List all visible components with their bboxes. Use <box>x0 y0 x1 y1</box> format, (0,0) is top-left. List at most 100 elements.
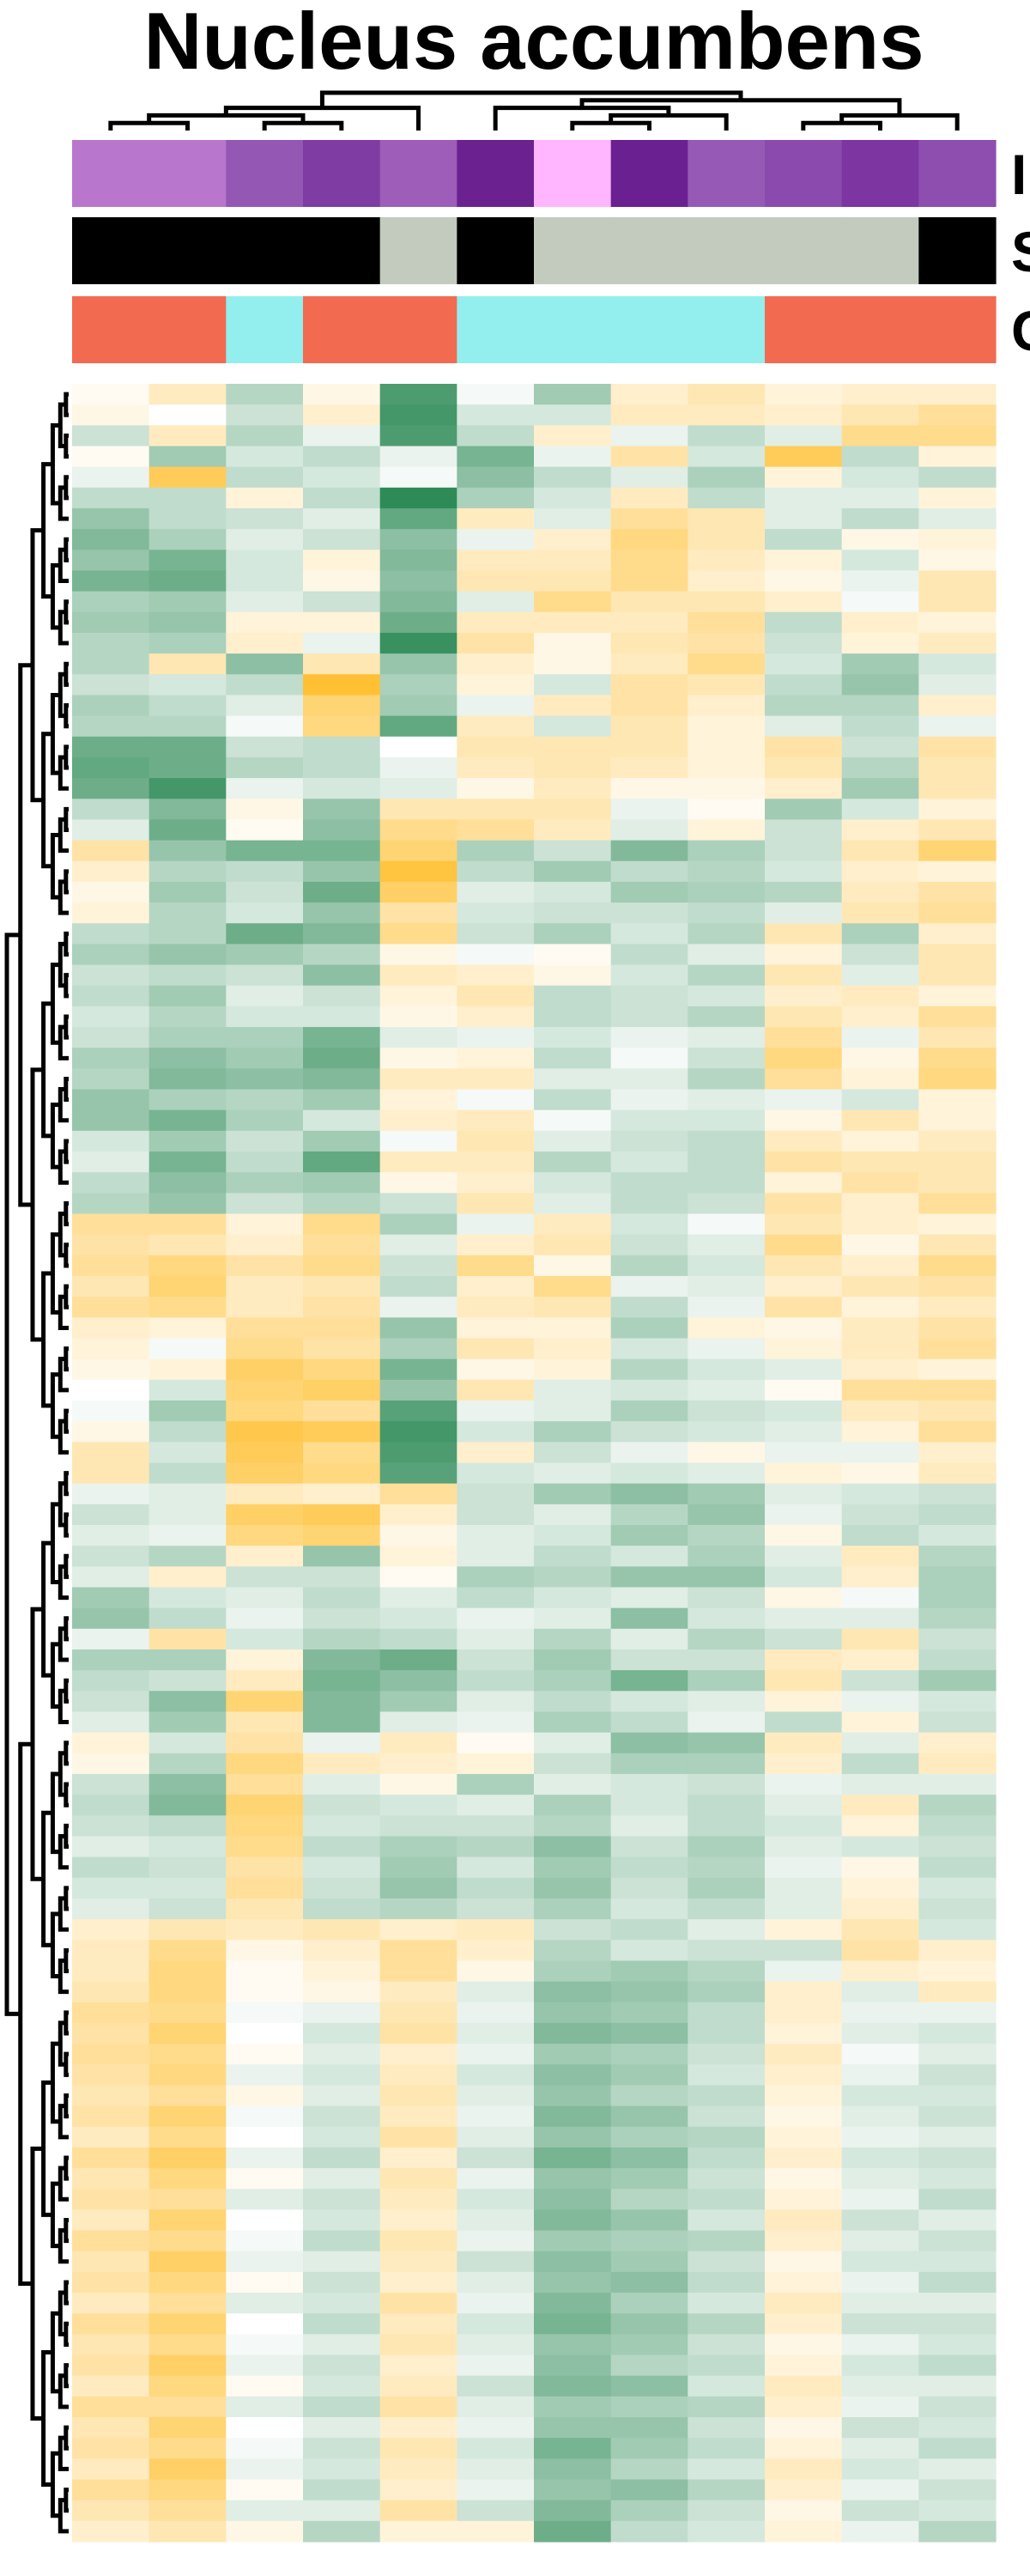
heatmap-cell <box>457 881 535 903</box>
row-dendrogram-link <box>64 931 69 957</box>
heatmap-cell <box>841 1711 919 1734</box>
heatmap-cell <box>610 1089 688 1111</box>
heatmap-cell <box>610 487 688 509</box>
heatmap-cell <box>303 2334 381 2356</box>
heatmap-cell <box>303 1524 381 1546</box>
heatmap-cell <box>226 1981 304 2003</box>
heatmap-cell <box>226 881 304 903</box>
heatmap-cell <box>379 1649 457 1671</box>
heatmap-cell <box>72 1940 150 1962</box>
heatmap-cell <box>534 570 612 592</box>
heatmap-cell <box>457 1442 535 1464</box>
heatmap-cell <box>610 1358 688 1381</box>
heatmap-cell <box>303 2500 381 2522</box>
heatmap-cell <box>610 1172 688 1194</box>
heatmap-cell <box>841 2520 919 2543</box>
heatmap-cell <box>379 570 457 592</box>
heatmap-cell <box>688 2085 766 2107</box>
heatmap-cell <box>688 2209 766 2232</box>
heatmap-cell <box>457 1276 535 1297</box>
heatmap-cell <box>72 1297 150 1318</box>
heatmap-cell <box>457 1836 535 1858</box>
heatmap-cell <box>841 902 919 924</box>
heatmap-cell <box>534 1795 612 1816</box>
heatmap-cell <box>765 1442 843 1464</box>
heatmap-cell <box>610 2520 688 2543</box>
heatmap-cell <box>534 1836 612 1858</box>
heatmap-cell <box>841 1358 919 1381</box>
row-dendrogram-link <box>41 1271 53 1408</box>
heatmap-cell <box>379 2002 457 2024</box>
heatmap-cell <box>765 384 843 405</box>
heatmap-cell <box>534 2189 612 2210</box>
heatmap-cell <box>918 985 997 1007</box>
heatmap-cell <box>148 1276 227 1297</box>
row-dendrogram-link <box>50 1771 61 1855</box>
heatmap-cell <box>841 1400 919 1422</box>
heatmap-cell <box>457 2417 535 2439</box>
heatmap-cell <box>765 756 843 779</box>
heatmap-cell <box>72 2209 150 2232</box>
heatmap-cell <box>148 736 227 758</box>
heatmap-cell <box>610 446 688 468</box>
heatmap-cell <box>841 487 919 509</box>
heatmap-cell <box>379 1587 457 1609</box>
heatmap-cell <box>610 695 688 717</box>
heatmap-cell <box>610 2354 688 2377</box>
heatmap-cell <box>841 944 919 966</box>
heatmap-cell <box>226 1940 304 1962</box>
heatmap-cell <box>610 507 688 530</box>
heatmap-cell <box>534 446 612 468</box>
heatmap-cell <box>841 1193 919 1215</box>
heatmap-cell <box>610 2334 688 2356</box>
heatmap-cell <box>148 2417 227 2439</box>
heatmap-cell <box>765 1151 843 1173</box>
heatmap-cell <box>918 715 997 738</box>
track-cell <box>72 140 150 207</box>
heatmap-cell <box>379 2417 457 2439</box>
heatmap-cell <box>72 2520 150 2543</box>
heatmap-cell <box>534 2458 612 2481</box>
heatmap-cell <box>534 1234 612 1256</box>
heatmap-cell <box>379 1691 457 1713</box>
heatmap-cell <box>379 1400 457 1422</box>
heatmap-cell <box>226 2085 304 2107</box>
heatmap-cell <box>303 1089 381 1111</box>
heatmap-cell <box>226 611 304 634</box>
heatmap-cell <box>226 778 304 799</box>
track-cell <box>457 217 535 284</box>
heatmap-cell <box>610 1836 688 1858</box>
heatmap-cell <box>688 778 766 799</box>
heatmap-cell <box>610 1566 688 1589</box>
heatmap-cell <box>457 1607 535 1630</box>
heatmap-cell <box>226 2417 304 2439</box>
heatmap-cell <box>379 446 457 468</box>
heatmap-cell <box>610 653 688 675</box>
heatmap-cell <box>148 1130 227 1152</box>
row-dendrogram-link <box>41 732 53 869</box>
heatmap-cell <box>765 1089 843 1111</box>
heatmap-cell <box>841 1919 919 1941</box>
heatmap-cell <box>148 2479 227 2501</box>
heatmap-cell <box>457 2168 535 2190</box>
heatmap-cell <box>457 2147 535 2169</box>
heatmap-cell <box>72 1255 150 1277</box>
row-dendrogram-link <box>64 1471 69 1497</box>
row-dendrogram-link <box>64 869 69 895</box>
heatmap-cell <box>148 695 227 717</box>
heatmap-cell <box>303 840 381 862</box>
heatmap-cell <box>534 1400 612 1422</box>
track-cell <box>457 140 535 207</box>
heatmap-cell <box>303 860 381 883</box>
row-dendrogram-link <box>41 2350 53 2488</box>
heatmap-cell <box>765 778 843 799</box>
heatmap-cell <box>688 674 766 696</box>
heatmap-cell <box>841 1504 919 1526</box>
heatmap-cell <box>72 2271 150 2293</box>
heatmap-cell <box>148 1566 227 1589</box>
heatmap-cell <box>72 1649 150 1671</box>
heatmap-cell <box>610 1109 688 1132</box>
heatmap-cell <box>148 1005 227 1028</box>
heatmap-cell <box>72 1317 150 1340</box>
heatmap-cell <box>841 840 919 862</box>
